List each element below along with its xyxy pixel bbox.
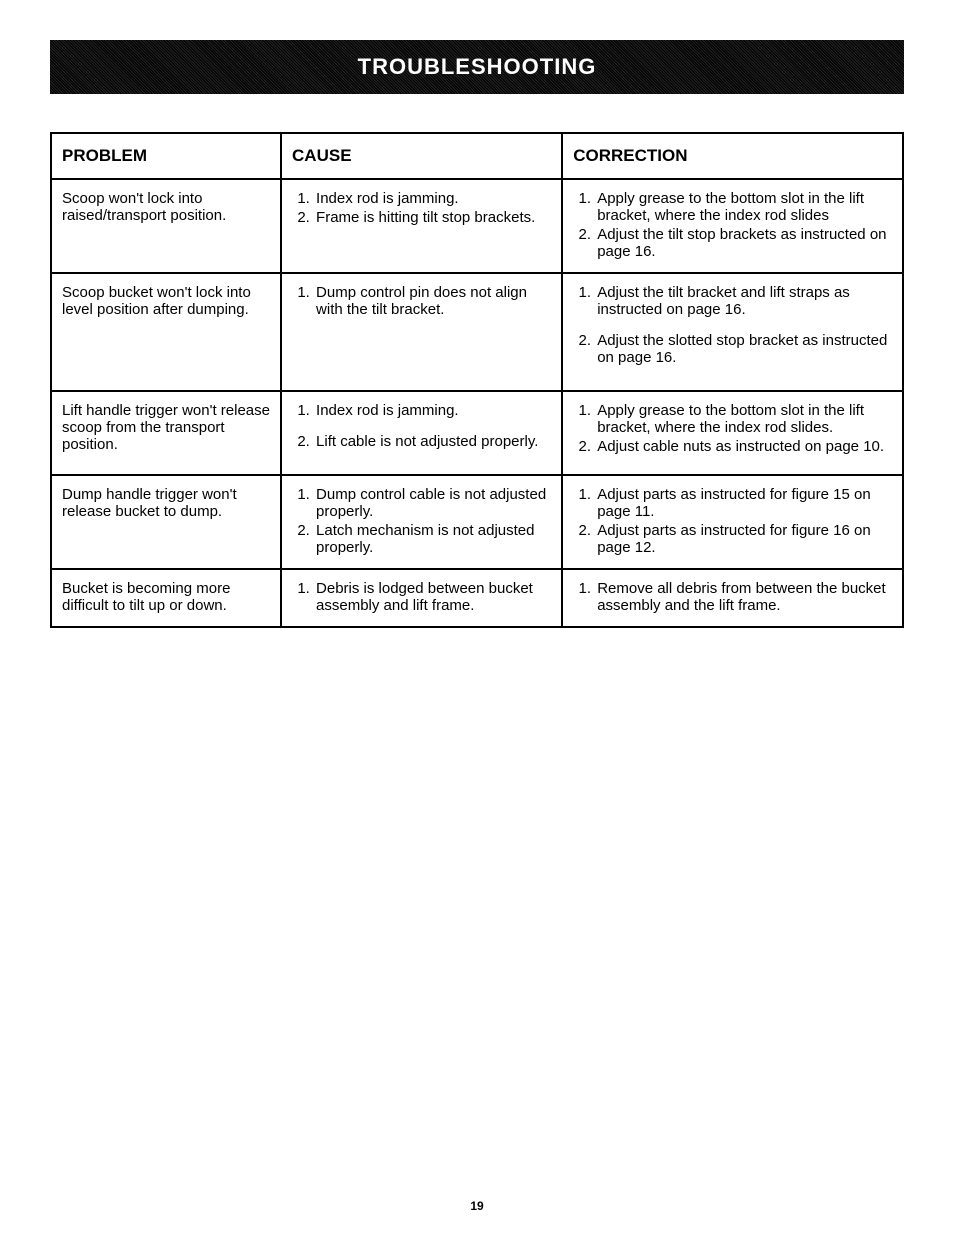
correction-item: Adjust the tilt stop brackets as instruc…	[595, 226, 894, 260]
cause-cell: Dump control cable is not adjusted prope…	[281, 475, 562, 569]
table-row: Scoop won't lock into raised/transport p…	[51, 179, 903, 273]
table-row: Lift handle trigger won't release scoop …	[51, 391, 903, 475]
problem-cell: Lift handle trigger won't release scoop …	[51, 391, 281, 475]
cause-item: Latch mechanism is not adjusted properly…	[314, 522, 553, 556]
cause-item: Index rod is jamming.	[314, 402, 553, 419]
header-cause: CAUSE	[281, 133, 562, 179]
problem-cell: Bucket is becoming more difficult to til…	[51, 569, 281, 627]
correction-cell: Apply grease to the bottom slot in the l…	[562, 391, 903, 475]
cause-cell: Index rod is jamming. Frame is hitting ti…	[281, 179, 562, 273]
table-header-row: PROBLEM CAUSE CORRECTION	[51, 133, 903, 179]
problem-cell: Scoop won't lock into raised/transport p…	[51, 179, 281, 273]
cause-list: Dump control cable is not adjusted prope…	[292, 486, 553, 556]
cause-cell: Debris is lodged between bucket assembly…	[281, 569, 562, 627]
correction-item: Adjust parts as instructed for figure 15…	[595, 486, 894, 520]
section-banner: TROUBLESHOOTING	[50, 40, 904, 94]
cause-cell: Index rod is jamming. Lift cable is not a…	[281, 391, 562, 475]
correction-list: Apply grease to the bottom slot in the l…	[573, 402, 894, 455]
cause-list: Dump control pin does not align with the…	[292, 284, 553, 318]
header-correction: CORRECTION	[562, 133, 903, 179]
correction-cell: Adjust parts as instructed for figure 15…	[562, 475, 903, 569]
troubleshoot-table: PROBLEM CAUSE CORRECTION Scoop won't loc…	[50, 132, 904, 628]
problem-text: Bucket is becoming more difficult to til…	[62, 580, 230, 614]
cause-item: Dump control pin does not align with the…	[314, 284, 553, 318]
cause-item: Dump control cable is not adjusted prope…	[314, 486, 553, 520]
correction-list: Apply grease to the bottom slot in the l…	[573, 190, 894, 260]
correction-list: Remove all debris from between the bucke…	[573, 580, 894, 614]
cause-list: Debris is lodged between bucket assembly…	[292, 580, 553, 614]
problem-text: Scoop won't lock into raised/transport p…	[62, 190, 226, 224]
page-number-text: 19	[470, 1199, 483, 1213]
page: TROUBLESHOOTING PROBLEM CAUSE CORRECTION…	[0, 0, 954, 1235]
cause-list: Index rod is jamming. Lift cable is not a…	[292, 402, 553, 450]
cause-item: Lift cable is not adjusted properly.	[314, 433, 553, 450]
table-row: Scoop bucket won't lock into level posit…	[51, 273, 903, 391]
problem-text: Dump handle trigger won't release bucket…	[62, 486, 237, 520]
correction-cell: Adjust the tilt bracket and lift straps …	[562, 273, 903, 391]
correction-item: Adjust cable nuts as instructed on page …	[595, 438, 894, 455]
correction-item: Remove all debris from between the bucke…	[595, 580, 894, 614]
header-problem: PROBLEM	[51, 133, 281, 179]
cause-cell: Dump control pin does not align with the…	[281, 273, 562, 391]
correction-list: Adjust parts as instructed for figure 15…	[573, 486, 894, 556]
table-row: Bucket is becoming more difficult to til…	[51, 569, 903, 627]
problem-text: Scoop bucket won't lock into level posit…	[62, 284, 251, 318]
correction-item: Adjust the slotted stop bracket as instr…	[595, 332, 894, 366]
table-body: Scoop won't lock into raised/transport p…	[51, 179, 903, 627]
correction-list: Adjust the tilt bracket and lift straps …	[573, 284, 894, 366]
correction-item: Adjust the tilt bracket and lift straps …	[595, 284, 894, 318]
correction-item: Adjust parts as instructed for figure 16…	[595, 522, 894, 556]
correction-cell: Apply grease to the bottom slot in the l…	[562, 179, 903, 273]
table-row: Dump handle trigger won't release bucket…	[51, 475, 903, 569]
problem-cell: Dump handle trigger won't release bucket…	[51, 475, 281, 569]
page-number: 19	[0, 1199, 954, 1213]
cause-item: Debris is lodged between bucket assembly…	[314, 580, 553, 614]
correction-item: Apply grease to the bottom slot in the l…	[595, 402, 894, 436]
correction-item: Apply grease to the bottom slot in the l…	[595, 190, 894, 224]
problem-cell: Scoop bucket won't lock into level posit…	[51, 273, 281, 391]
banner-title-text: TROUBLESHOOTING	[358, 54, 597, 79]
cause-item: Frame is hitting tilt stop brackets.	[314, 209, 553, 226]
problem-text: Lift handle trigger won't release scoop …	[62, 402, 270, 453]
correction-cell: Remove all debris from between the bucke…	[562, 569, 903, 627]
cause-list: Index rod is jamming. Frame is hitting ti…	[292, 190, 553, 226]
cause-item: Index rod is jamming.	[314, 190, 553, 207]
